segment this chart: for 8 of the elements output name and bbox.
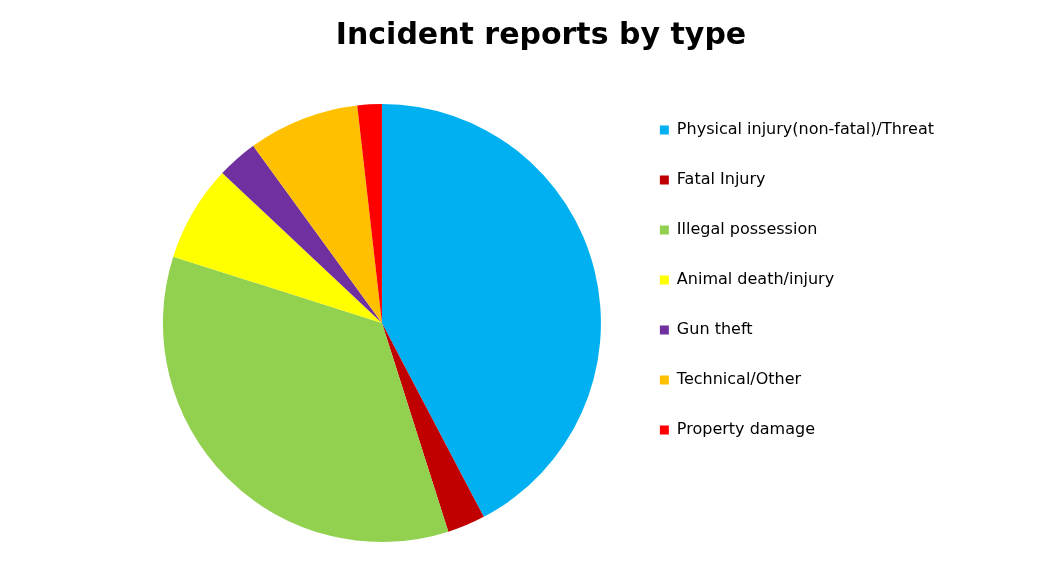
legend-label: Technical/Other (675, 369, 802, 389)
legend-label: Fatal Injury (676, 169, 766, 189)
legend-label: Gun theft (676, 319, 753, 339)
chart-title: Incident reports by type (335, 15, 747, 51)
legend-label: Animal death/injury (676, 269, 835, 289)
legend-label: Property damage (676, 419, 816, 439)
legend-label: Illegal possession (676, 219, 818, 239)
legend-label: Physical injury(non-fatal)/Threat (676, 119, 935, 139)
